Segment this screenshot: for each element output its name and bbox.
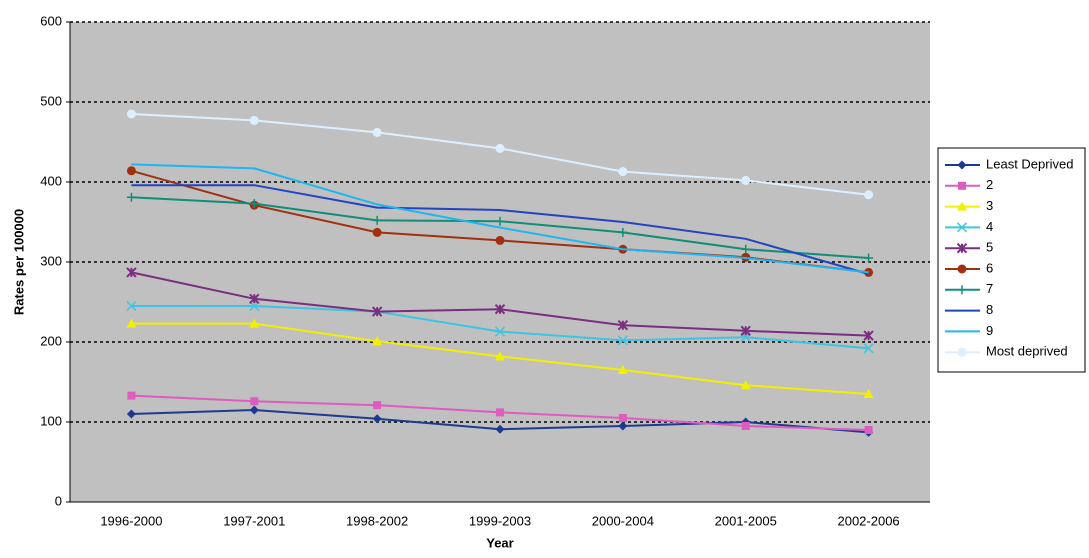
data-point [617,335,628,346]
series-line [131,184,869,275]
data-point [126,166,136,176]
legend-marker [958,181,966,190]
x-tick-label: 1996-2000 [100,513,162,528]
data-point [373,401,382,410]
data-point [249,405,259,415]
legend-label: Most deprived [986,344,1068,359]
data-point [372,414,382,424]
data-point [741,244,751,254]
data-point [617,365,628,374]
legend [937,147,1086,373]
legend-marker [957,160,967,170]
data-point [741,422,750,430]
data-point [864,190,874,200]
legend-label: 7 [986,281,993,296]
data-point [617,319,629,331]
y-tick-label: 0 [55,493,62,508]
data-point [126,409,136,419]
legend-label: 9 [986,323,993,338]
data-point [864,426,873,434]
data-point [740,325,751,337]
legend-label: 8 [986,302,993,317]
legend-marker [957,347,967,357]
data-point [249,293,260,305]
x-axis-label: Year [486,535,513,550]
y-axis-label: Rates per 100000 [11,209,26,315]
data-point [249,199,259,209]
data-point [495,424,505,434]
data-point [126,192,136,202]
data-point [249,318,260,328]
data-point [863,343,874,354]
data-point [372,127,382,137]
data-point [863,330,874,341]
x-tick-label: 2000-2004 [592,513,654,528]
legend-marker [956,222,968,233]
data-point [371,306,383,317]
legend-label: 5 [986,240,993,255]
y-tick-label: 400 [40,173,62,188]
data-point [494,303,506,315]
data-point [126,109,136,119]
y-tick-label: 100 [40,413,62,428]
data-point [372,215,382,225]
data-point [864,253,874,263]
x-tick-label: 2001-2005 [715,513,777,528]
data-point [495,143,505,153]
y-tick-label: 300 [40,253,62,268]
legend-label: Least Deprived [986,156,1073,171]
data-point [372,336,383,346]
data-point [863,389,874,398]
x-tick-label: 2002-2006 [837,513,899,528]
data-point [250,397,259,406]
x-tick-label: 1997-2001 [223,513,285,528]
y-tick-label: 500 [40,93,62,108]
data-point [618,414,627,422]
legend-label: 4 [986,219,993,234]
legend-marker [957,264,967,274]
data-point [495,351,505,361]
data-point [618,167,628,177]
data-point [494,326,506,337]
data-point [249,115,259,125]
data-point [127,391,136,400]
data-point [372,227,382,237]
legend-label: 3 [986,198,993,213]
legend-marker [957,201,967,211]
legend-marker [957,285,967,295]
data-point [618,227,628,237]
legend-marker [956,242,968,254]
legend-label: 6 [986,260,993,275]
x-tick-label: 1998-2002 [346,513,408,528]
x-tick-label: 1999-2003 [469,513,531,528]
data-point [741,175,751,185]
series-line [131,163,869,274]
data-point [496,408,504,417]
y-tick-label: 600 [40,13,62,28]
legend-label: 2 [986,177,993,192]
data-point [126,318,137,328]
y-tick-label: 200 [40,333,62,348]
data-point [126,267,137,278]
data-point [618,421,628,431]
data-point [495,216,505,226]
data-point [495,235,505,245]
data-point [740,380,751,390]
data-point [126,300,137,312]
